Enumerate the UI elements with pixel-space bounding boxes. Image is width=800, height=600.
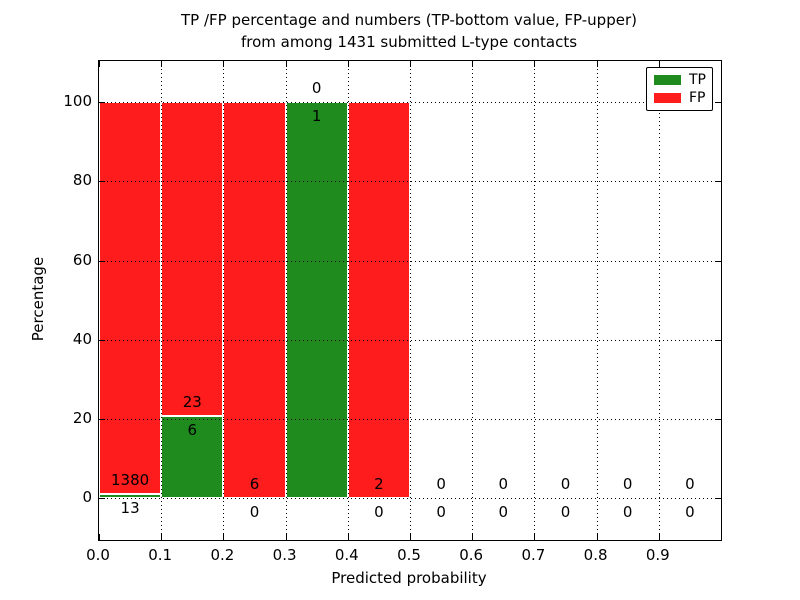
- x-tick-label: 0.9: [645, 546, 670, 564]
- x-tick-label: 0.4: [334, 546, 359, 564]
- tick-mark: [715, 102, 721, 103]
- fp-count-label: 0: [436, 475, 446, 494]
- y-tick-label: 40: [72, 329, 92, 348]
- tick-mark: [99, 261, 105, 262]
- tick-mark: [715, 181, 721, 182]
- tick-mark: [715, 498, 721, 499]
- tick-mark: [348, 534, 349, 540]
- tick-mark: [715, 340, 721, 341]
- x-tick-label: 0.1: [148, 546, 173, 564]
- tick-mark: [286, 61, 287, 67]
- legend-label: TP: [689, 72, 706, 88]
- legend-entry: TP: [647, 73, 712, 87]
- chart-title-line2: from among 1431 submitted L-type contact…: [240, 33, 578, 51]
- y-tick-label: 0: [82, 488, 92, 507]
- tp-bar-segment: [99, 494, 162, 499]
- tick-mark: [715, 419, 721, 420]
- tp-bar-segment: [161, 416, 224, 499]
- gridline-vertical: [597, 61, 598, 540]
- tick-mark: [597, 534, 598, 540]
- x-tick-label: 0.6: [459, 546, 484, 564]
- fp-bar-segment: [347, 102, 410, 499]
- y-tick-label: 60: [72, 250, 92, 269]
- gridline-vertical: [472, 61, 473, 540]
- y-tick-label: 80: [72, 171, 92, 190]
- fp-count-label: 0: [685, 475, 695, 494]
- x-tick-label: 0.0: [86, 546, 110, 564]
- chart-title: TP /FP percentage and numbers (TP-bottom…: [98, 9, 720, 53]
- tick-mark: [348, 61, 349, 67]
- x-tick-label: 0.8: [583, 546, 608, 564]
- fp-count-label: 0: [498, 475, 509, 494]
- fp-count-label: 23: [182, 393, 202, 412]
- fp-count-label: 0: [560, 475, 571, 494]
- tp-count-label: 0: [498, 503, 509, 522]
- fp-count-label: 0: [311, 79, 322, 98]
- fp-bar-segment: [99, 102, 162, 495]
- tp-count-label: 0: [374, 503, 384, 522]
- tp-count-label: 0: [622, 503, 633, 522]
- gridline-vertical: [223, 61, 224, 540]
- tp-count-label: 0: [436, 503, 446, 522]
- tick-mark: [534, 61, 535, 67]
- x-tick-label: 0.5: [397, 546, 421, 564]
- gridline-vertical: [659, 61, 660, 540]
- fp-count-label: 2: [374, 475, 384, 494]
- tick-mark: [223, 534, 224, 540]
- tp-count-label: 0: [249, 503, 260, 522]
- y-tick-label: 20: [72, 408, 92, 427]
- tick-mark: [410, 61, 411, 67]
- tick-mark: [99, 61, 100, 67]
- gridline-vertical: [286, 61, 287, 540]
- gridline-vertical: [410, 61, 411, 540]
- legend: TP FP: [646, 67, 713, 111]
- tick-mark: [715, 261, 721, 262]
- gridline-vertical: [534, 61, 535, 540]
- tp-count-label: 0: [685, 503, 695, 522]
- tp-bar-segment: [285, 102, 348, 499]
- fp-count-label: 6: [249, 475, 260, 494]
- fp-count-label: 1380: [111, 471, 150, 490]
- tick-mark: [597, 61, 598, 67]
- legend-entry: FP: [647, 91, 712, 105]
- tick-mark: [472, 534, 473, 540]
- x-tick-label: 0.3: [272, 546, 297, 564]
- tp-count-label: 13: [120, 499, 140, 518]
- tick-mark: [99, 534, 100, 540]
- legend-label: FP: [689, 90, 706, 106]
- tick-mark: [472, 61, 473, 67]
- x-tick-label: 0.2: [210, 546, 235, 564]
- plot-area: 1380 13 23 6 6 0 0 1 2 0 0 0 0 0 0 0 0 0 0 0: [98, 60, 722, 541]
- y-axis-label: Percentage: [29, 256, 47, 342]
- tick-mark: [99, 340, 105, 341]
- tick-mark: [659, 61, 660, 67]
- tick-mark: [161, 61, 162, 67]
- gridline-vertical: [348, 61, 349, 540]
- x-tick-label: 0.7: [521, 546, 546, 564]
- tick-mark: [161, 534, 162, 540]
- tick-mark: [410, 534, 411, 540]
- legend-swatch-tp: [654, 75, 681, 85]
- chart-title-line1: TP /FP percentage and numbers (TP-bottom…: [181, 11, 637, 29]
- tick-mark: [534, 534, 535, 540]
- fp-bar-segment: [161, 102, 224, 417]
- tick-mark: [286, 534, 287, 540]
- gridline-vertical: [161, 61, 162, 540]
- tick-mark: [99, 102, 105, 103]
- tick-mark: [99, 498, 105, 499]
- tp-count-label: 0: [560, 503, 571, 522]
- tick-mark: [223, 61, 224, 67]
- tp-count-label: 1: [311, 107, 322, 126]
- x-axis-label: Predicted probability: [331, 569, 487, 587]
- tp-count-label: 6: [187, 421, 198, 440]
- tick-mark: [99, 419, 105, 420]
- y-tick-label: 100: [63, 92, 92, 111]
- tick-mark: [99, 181, 105, 182]
- legend-swatch-fp: [654, 93, 681, 103]
- fp-count-label: 0: [622, 475, 633, 494]
- fp-bar-segment: [223, 102, 286, 499]
- tick-mark: [659, 534, 660, 540]
